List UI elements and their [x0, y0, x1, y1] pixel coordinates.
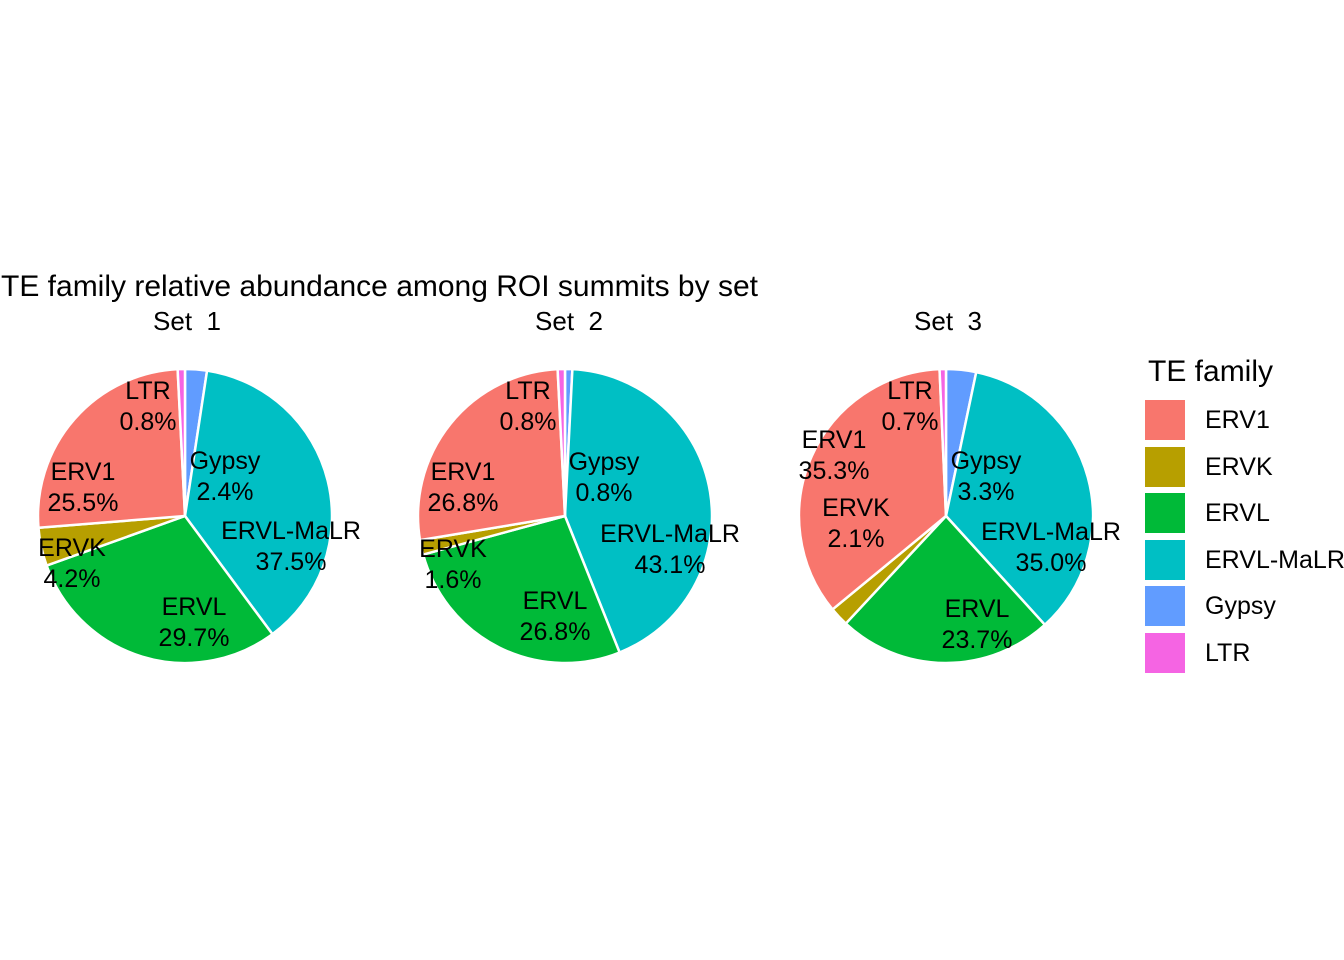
legend-key-swatch — [1145, 493, 1185, 533]
slice-label-family: Gypsy — [950, 447, 1022, 475]
pie-svg — [797, 367, 1095, 665]
slice-label-ervk: ERVK 1.6% — [419, 534, 487, 596]
slice-label-ervl-malr: ERVL-MaLR 35.0% — [981, 517, 1121, 579]
slice-label-pct: 2.1% — [827, 525, 885, 553]
slice-label-ltr: LTR 0.8% — [500, 376, 557, 438]
slice-label-family: ERV1 — [430, 458, 496, 486]
legend-entry-gypsy: Gypsy — [1145, 586, 1344, 626]
legend-entry-ervl-malr: ERVL-MaLR — [1145, 539, 1344, 580]
pie-set-3: ERV1 35.3% ERVK 2.1% ERVL 23.7% ERVL-MaLR 35.0%… — [794, 364, 1121, 668]
legend-key-swatch — [1145, 400, 1185, 440]
slice-label-family: ERVL — [161, 593, 227, 621]
legend-key-swatch — [1145, 632, 1185, 673]
slice-label-erv1: ERV1 26.8% — [428, 457, 499, 519]
slice-label-ervl: ERVL 26.8% — [520, 586, 591, 648]
pie-slice-ltr — [176, 367, 187, 518]
facet-strip-set-2: Set 2 — [535, 306, 603, 336]
legend-entry-ltr: LTR — [1145, 632, 1344, 673]
legend-entry-label: Gypsy — [1205, 592, 1276, 620]
slice-label-gypsy: Gypsy 3.3% — [951, 446, 1022, 508]
slice-label-pct: 0.8% — [119, 408, 177, 436]
slice-label-pct: 2.4% — [196, 478, 254, 506]
pie-slice-erv1 — [797, 367, 948, 611]
slice-label-ervl: ERVL 23.7% — [942, 594, 1013, 656]
slice-label-ervl-malr: ERVL-MaLR 37.5% — [221, 516, 361, 578]
slice-label-pct: 23.7% — [941, 626, 1013, 654]
slice-label-gypsy: Gypsy 0.8% — [569, 447, 640, 509]
legend-entry-ervk: ERVK — [1145, 446, 1344, 487]
slice-label-erv1: ERV1 25.5% — [48, 457, 119, 519]
slice-label-family: ERV1 — [50, 458, 116, 486]
slice-label-ervk: ERVK 4.2% — [38, 533, 106, 595]
legend-key-swatch — [1145, 539, 1185, 580]
legend-entry-erv1: ERV1 — [1145, 400, 1344, 440]
slice-label-family: LTR — [887, 377, 933, 405]
chart-title: TE family relative abundance among ROI s… — [1, 270, 758, 303]
pie-slice-ltr — [938, 367, 948, 518]
slice-label-pct: 26.8% — [427, 489, 499, 517]
slice-label-family: ERVL-MaLR — [600, 520, 740, 548]
pie-slice-ervl-malr — [563, 367, 714, 654]
slice-label-family: ERVL-MaLR — [221, 517, 361, 545]
slice-label-pct: 3.3% — [957, 478, 1015, 506]
legend-entry-label: LTR — [1205, 638, 1251, 667]
slice-label-family: ERVL — [522, 587, 588, 615]
slice-label-family: ERV1 — [801, 426, 867, 454]
slice-label-pct: 35.0% — [1015, 549, 1087, 577]
slice-label-pct: 0.8% — [499, 408, 557, 436]
slice-label-family: ERVL-MaLR — [981, 518, 1121, 546]
slice-label-gypsy: Gypsy 2.4% — [190, 446, 261, 508]
slice-label-ltr: LTR 0.8% — [120, 376, 177, 438]
legend-entry-label: ERVL-MaLR — [1205, 545, 1344, 574]
legend-entry-label: ERV1 — [1205, 406, 1270, 434]
facet-strip-set-3: Set 3 — [914, 306, 982, 336]
slice-label-pct: 0.8% — [575, 479, 633, 507]
legend-key-swatch — [1145, 586, 1185, 626]
pie-slice-ervl — [45, 514, 274, 665]
pie-set-2: ERV1 26.8% ERVK 1.6% ERVL 26.8% ERVL-MaLR 43.1%… — [413, 364, 740, 668]
slice-label-pct: 0.7% — [881, 408, 939, 436]
slice-label-pct: 43.1% — [634, 551, 706, 579]
legend-entry-label: ERVL — [1205, 499, 1270, 527]
slice-label-pct: 26.8% — [519, 618, 591, 646]
slice-label-pct: 4.2% — [43, 565, 101, 593]
pie-slice-ltr — [556, 367, 567, 518]
slice-label-family: Gypsy — [189, 447, 261, 475]
slice-label-pct: 37.5% — [255, 548, 327, 576]
pie-slice-ervl-malr — [944, 370, 1095, 627]
facet-strip-set-1: Set 1 — [153, 306, 221, 336]
pie-slice-ervl — [844, 514, 1047, 665]
pie-slice-erv1 — [36, 367, 187, 530]
slice-label-pct: 1.6% — [424, 566, 482, 594]
slice-label-ervk: ERVK 2.1% — [822, 493, 890, 555]
pie-slice-ervl-malr — [183, 369, 334, 636]
legend-entry-label: ERVK — [1205, 452, 1273, 481]
slice-label-family: ERVK — [419, 535, 487, 563]
slice-label-family: ERVL — [944, 595, 1010, 623]
pie-set-1: ERV1 25.5% ERVK 4.2% ERVL 29.7% ERVL-MaLR 37.5%… — [33, 364, 361, 668]
pie-svg — [416, 367, 714, 665]
slice-label-ltr: LTR 0.7% — [882, 376, 939, 438]
legend-entry-ervl: ERVL — [1145, 493, 1344, 533]
legend-title: TE family — [1148, 355, 1274, 388]
slice-label-erv1: ERV1 35.3% — [799, 425, 870, 487]
pie-svg — [36, 367, 334, 665]
slice-label-family: Gypsy — [568, 448, 640, 476]
slice-label-pct: 25.5% — [47, 489, 119, 517]
slice-label-family: ERVK — [38, 534, 106, 562]
slice-label-ervl: ERVL 29.7% — [159, 592, 230, 654]
legend-entries: ERV1 ERVK ERVL ERVL-MaLR Gypsy LTR — [1145, 400, 1344, 673]
pie-slice-erv1 — [416, 367, 567, 542]
slice-label-family: ERVK — [822, 494, 890, 522]
legend: TE family ERV1 ERVK ERVL ERVL-MaLR Gypsy LTR — [1145, 355, 1344, 673]
slice-label-pct: 29.7% — [158, 624, 230, 652]
slice-label-pct: 35.3% — [798, 457, 870, 485]
slice-label-family: LTR — [505, 377, 551, 405]
pie-slice-ervl — [421, 514, 621, 665]
slice-label-family: LTR — [125, 377, 171, 405]
legend-key-swatch — [1145, 446, 1185, 487]
slice-label-ervl-malr: ERVL-MaLR 43.1% — [600, 519, 740, 581]
